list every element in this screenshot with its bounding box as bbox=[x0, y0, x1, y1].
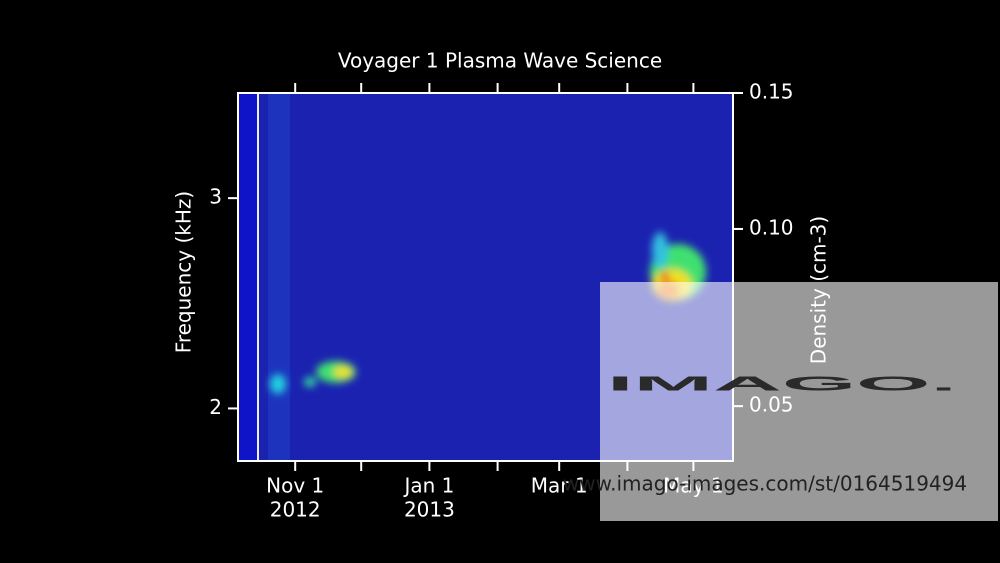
x-tick-label: Nov 1 bbox=[266, 474, 324, 498]
y-axis-label: Frequency (kHz) bbox=[172, 191, 196, 353]
x-tick-year: 2013 bbox=[404, 498, 455, 522]
x-tick-label: Mar 1 bbox=[531, 474, 588, 498]
watermark-logo: IMAGO. bbox=[607, 373, 957, 395]
watermark-box bbox=[600, 282, 998, 521]
chart-title: Voyager 1 Plasma Wave Science bbox=[338, 49, 662, 73]
y-tick-label: 3 bbox=[209, 185, 222, 209]
plot-frame bbox=[237, 92, 734, 462]
y2-tick-label: 0.10 bbox=[749, 215, 794, 239]
watermark: IMAGO. www.imago-images.com/st/016451949… bbox=[563, 282, 998, 521]
spectrogram-band bbox=[268, 93, 290, 461]
spectrogram-edge bbox=[238, 93, 258, 461]
y-tick-label: 2 bbox=[209, 395, 222, 419]
watermark-url: www.imago-images.com/st/0164519494 bbox=[563, 472, 967, 496]
x-tick-label: Jan 1 bbox=[402, 474, 454, 498]
y2-tick-label: 0.15 bbox=[749, 80, 794, 104]
x-tick-year: 2012 bbox=[270, 498, 321, 522]
